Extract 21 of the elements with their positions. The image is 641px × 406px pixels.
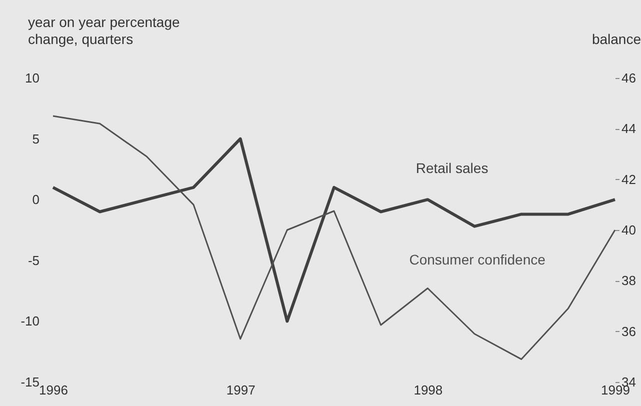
y2-tick-label: 40 [622, 222, 636, 238]
y-tick-label: 5 [32, 131, 40, 146]
y-axis-title: year on year percentage change, quarters [28, 14, 180, 47]
x-tick-label: 1997 [226, 382, 256, 398]
x-tick-label: 1998 [414, 382, 443, 398]
y2-axis-title: balance [592, 31, 641, 47]
y2-tick-label: 38 [622, 273, 636, 288]
y-tick-label: -10 [20, 314, 40, 329]
series-label: Retail sales [416, 160, 488, 176]
y2-tick-label: 42 [622, 172, 636, 187]
y-tick-label: 0 [32, 192, 40, 208]
y2-tick-label: 44 [622, 121, 636, 136]
series-label: Consumer confidence [409, 251, 546, 268]
y-tick-label: 10 [25, 70, 40, 86]
y-tick-label: -5 [28, 252, 40, 268]
y2-tick-label: 46 [622, 70, 636, 86]
line-series [52, 115, 616, 360]
line-series [52, 137, 616, 323]
y2-tick-label: 36 [622, 324, 636, 339]
x-tick-label: 1996 [39, 382, 68, 398]
y-tick-label: -15 [20, 374, 40, 390]
